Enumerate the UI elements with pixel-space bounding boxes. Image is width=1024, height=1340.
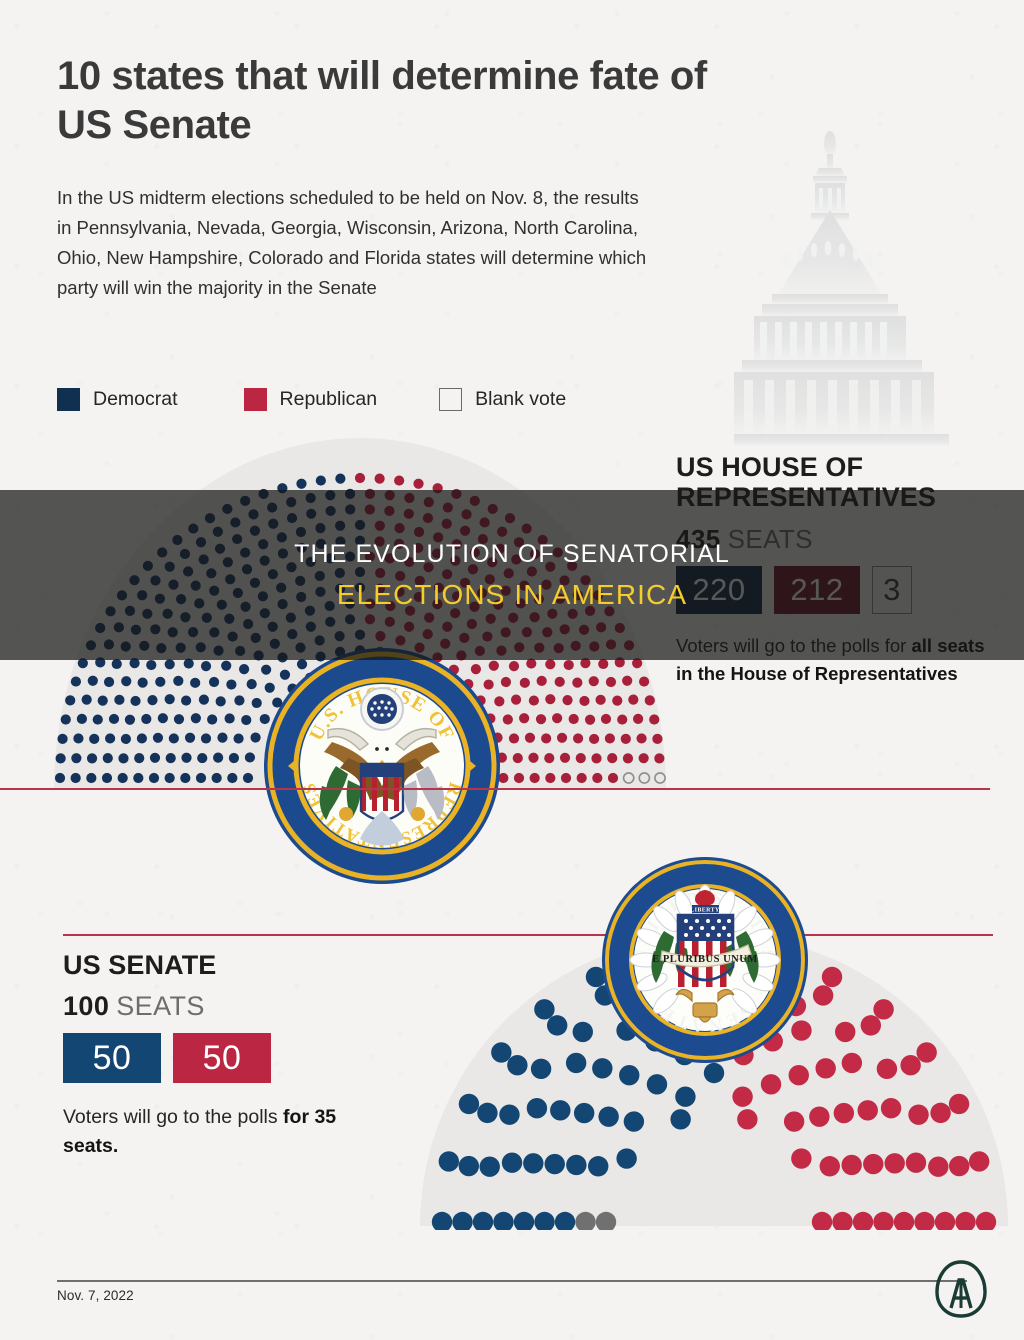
capitol-building-watermark bbox=[734, 131, 949, 446]
united-states-senate-seal: UNITED STATES SENATE bbox=[602, 857, 808, 1063]
senate-divider-rule bbox=[63, 934, 993, 936]
legend-swatch-blank-vote bbox=[439, 388, 463, 411]
senate-seat-chart: UNITED STATES SENATE bbox=[404, 857, 1024, 1230]
senate-seat-word: SEATS bbox=[116, 991, 205, 1022]
footer-rule bbox=[57, 1280, 967, 1282]
footer-date: Nov. 7, 2022 bbox=[57, 1288, 134, 1303]
senate-note-plain: Voters will go to the polls bbox=[63, 1106, 284, 1129]
page-title: 10 states that will determine fate of US… bbox=[57, 54, 707, 147]
overlay-line-1: THE EVOLUTION OF SENATORIAL bbox=[294, 539, 730, 568]
senate-seat-number: 100 bbox=[63, 991, 110, 1022]
senate-note-bold: for 35 seats. bbox=[63, 1106, 337, 1158]
senate-tally-republican: 50 bbox=[173, 1033, 271, 1084]
senate-tally-democrat: 50 bbox=[63, 1033, 161, 1084]
senate-seat-count: 100 SEATS bbox=[63, 991, 373, 1022]
legend-swatch-democrat bbox=[57, 388, 80, 411]
legend-item-republican: Republican bbox=[243, 388, 378, 411]
page-subtitle: In the US midterm elections scheduled to… bbox=[57, 187, 647, 298]
senate-info-block: US SENATE 100 SEATS 50 50 Voters will go … bbox=[63, 950, 373, 1162]
legend-swatch-republican bbox=[243, 388, 267, 411]
house-divider-rule bbox=[0, 788, 990, 790]
legend: Democrat Republican Blank vote bbox=[57, 388, 566, 411]
house-of-representatives-seal: U.S. HOUSE OF REPRESENTATIVES bbox=[264, 648, 500, 884]
svg-text:E PLURIBUS UNUM: E PLURIBUS UNUM bbox=[652, 954, 758, 965]
overlay-line-2: ELECTIONS IN AMERICA bbox=[336, 578, 688, 610]
svg-text:LIBERTY: LIBERTY bbox=[690, 908, 720, 914]
video-title-overlay: THE EVOLUTION OF SENATORIAL ELECTIONS IN… bbox=[0, 490, 1024, 660]
senate-title: US SENATE bbox=[63, 950, 217, 980]
senate-note: Voters will go to the polls for 35 seats… bbox=[63, 1103, 373, 1162]
legend-item-blank-vote: Blank vote bbox=[439, 388, 566, 411]
legend-item-democrat: Democrat bbox=[57, 388, 178, 411]
anadolu-agency-logo bbox=[935, 1260, 987, 1318]
legend-label-democrat: Democrat bbox=[93, 388, 178, 410]
legend-label-republican: Republican bbox=[279, 388, 378, 410]
senate-tallies: 50 50 bbox=[63, 1033, 373, 1084]
legend-label-blank-vote: Blank vote bbox=[475, 388, 567, 410]
